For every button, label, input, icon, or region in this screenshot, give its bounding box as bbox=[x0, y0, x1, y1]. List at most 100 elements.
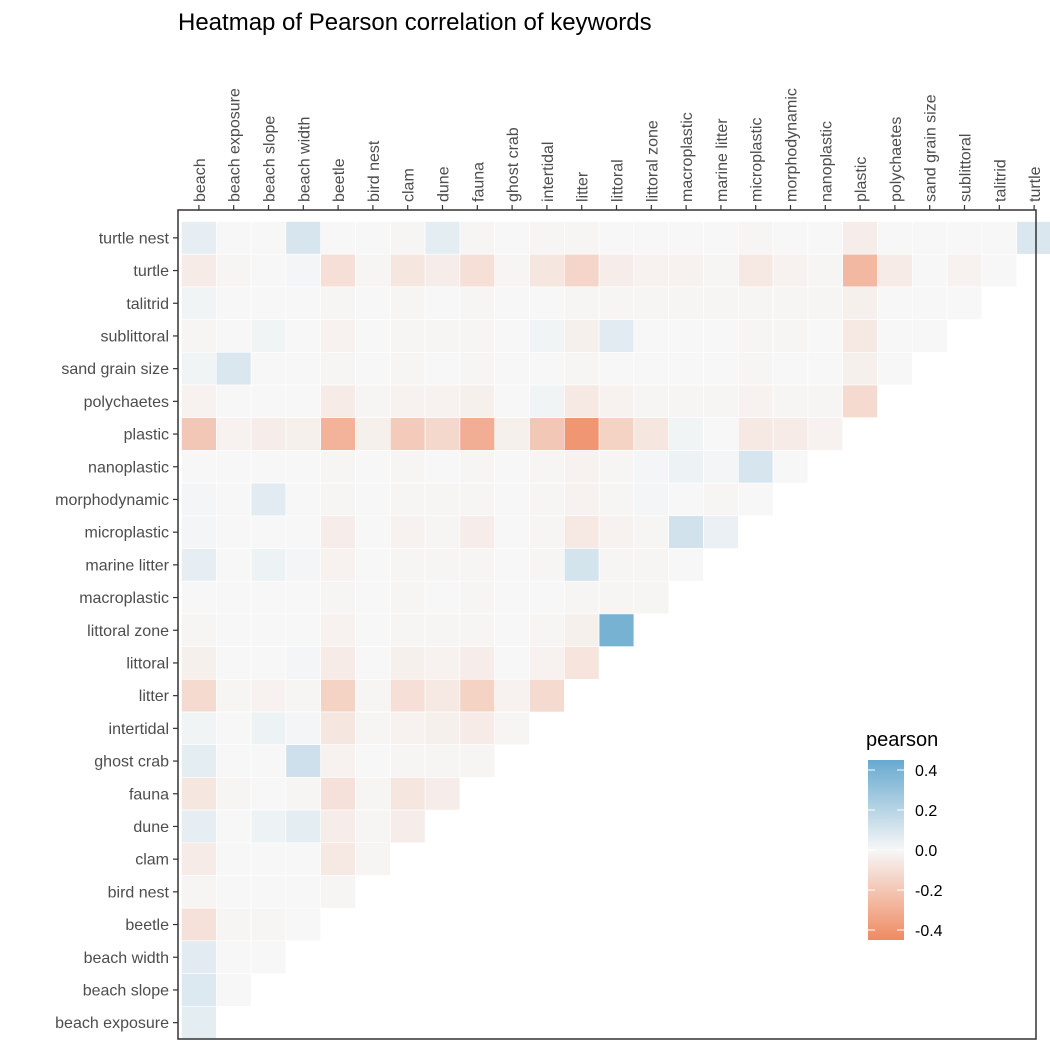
heatmap-cell bbox=[703, 253, 739, 288]
heatmap-cell bbox=[459, 450, 495, 484]
heatmap-cell bbox=[494, 286, 530, 320]
heatmap-cell bbox=[250, 907, 287, 942]
heatmap-cell bbox=[320, 351, 356, 386]
x-tick-label: fauna bbox=[470, 162, 487, 202]
heatmap-cell bbox=[842, 221, 878, 255]
heatmap-cell bbox=[216, 711, 252, 746]
heatmap-cell bbox=[389, 286, 426, 320]
heatmap-cell bbox=[842, 384, 878, 419]
heatmap-cell bbox=[216, 548, 252, 582]
heatmap-cell bbox=[320, 417, 356, 451]
heatmap-cell bbox=[285, 482, 321, 517]
heatmap-cell bbox=[807, 384, 844, 419]
legend-tick-label: -0.4 bbox=[915, 923, 943, 940]
x-tick-label: intertidal bbox=[540, 142, 557, 202]
heatmap-cell bbox=[320, 809, 356, 844]
heatmap-cell bbox=[459, 384, 495, 419]
heatmap-cell bbox=[355, 417, 391, 451]
heatmap-cell bbox=[563, 450, 600, 484]
heatmap-cell bbox=[355, 221, 391, 255]
x-tick-label: beach width bbox=[296, 117, 313, 202]
heatmap-cell bbox=[529, 253, 565, 288]
heatmap-cell bbox=[563, 646, 600, 680]
heatmap-cell bbox=[181, 973, 217, 1007]
heatmap-cell bbox=[424, 711, 461, 746]
heatmap-cell bbox=[494, 613, 530, 647]
heatmap-cell bbox=[424, 417, 461, 451]
legend-tick-label: -0.2 bbox=[915, 883, 943, 900]
heatmap-cell bbox=[320, 842, 356, 876]
y-tick-label: litter bbox=[139, 688, 170, 705]
heatmap-cell bbox=[633, 450, 670, 484]
heatmap-cell bbox=[320, 580, 356, 615]
heatmap-cell bbox=[668, 548, 704, 582]
heatmap-cell bbox=[216, 940, 252, 974]
heatmap-cell bbox=[250, 646, 287, 680]
x-tick-label: clam bbox=[401, 168, 418, 202]
heatmap-cell bbox=[320, 613, 356, 647]
heatmap-cell bbox=[737, 450, 774, 484]
heatmap-cell bbox=[355, 450, 391, 484]
heatmap-cell bbox=[598, 450, 635, 484]
heatmap-cell bbox=[181, 319, 217, 353]
heatmap-cell bbox=[424, 450, 461, 484]
heatmap-cell bbox=[181, 515, 217, 549]
heatmap-cell bbox=[389, 319, 426, 353]
heatmap-cell bbox=[250, 351, 287, 386]
heatmap-cell bbox=[772, 351, 809, 386]
heatmap-cell bbox=[181, 809, 217, 844]
heatmap-cell bbox=[877, 221, 913, 255]
heatmap-cell bbox=[529, 351, 565, 386]
heatmap-cell bbox=[285, 907, 321, 942]
y-tick-label: beach exposure bbox=[55, 1015, 169, 1032]
heatmap-cell bbox=[563, 286, 600, 320]
heatmap-cell bbox=[250, 515, 287, 549]
heatmap-cell bbox=[494, 646, 530, 680]
heatmap-cell bbox=[285, 351, 321, 386]
heatmap-cell bbox=[285, 580, 321, 615]
y-tick-label: beetle bbox=[125, 917, 169, 934]
heatmap-cell bbox=[494, 548, 530, 582]
heatmap-cell bbox=[181, 678, 217, 713]
heatmap-cell bbox=[216, 875, 252, 909]
heatmap-cell bbox=[250, 548, 287, 582]
heatmap-cell bbox=[250, 777, 287, 811]
heatmap-cell bbox=[598, 319, 635, 353]
heatmap-cell bbox=[981, 253, 1018, 288]
heatmap-cell bbox=[494, 678, 530, 713]
heatmap-cell bbox=[389, 580, 426, 615]
heatmap-cell bbox=[355, 351, 391, 386]
heatmap-cell bbox=[772, 221, 809, 255]
heatmap-cell bbox=[285, 711, 321, 746]
heatmap-cell bbox=[772, 319, 809, 353]
y-tick-label: microplastic bbox=[85, 525, 169, 542]
heatmap-cell bbox=[355, 744, 391, 778]
heatmap-cell bbox=[529, 580, 565, 615]
heatmap-cell bbox=[250, 744, 287, 778]
heatmap-cell bbox=[494, 711, 530, 746]
heatmap-cell bbox=[633, 384, 670, 419]
heatmap-cell bbox=[216, 286, 252, 320]
heatmap-cell bbox=[389, 384, 426, 419]
heatmap-cell bbox=[633, 351, 670, 386]
heatmap-cell bbox=[181, 875, 217, 909]
heatmap-cell bbox=[320, 482, 356, 517]
x-tick-label: beetle bbox=[331, 158, 348, 202]
heatmap-cell bbox=[181, 221, 217, 255]
heatmap-cell bbox=[668, 515, 704, 549]
heatmap-cell bbox=[181, 744, 217, 778]
heatmap-cell bbox=[459, 351, 495, 386]
heatmap-cell bbox=[181, 940, 217, 974]
heatmap-cell bbox=[216, 450, 252, 484]
chart-title: Heatmap of Pearson correlation of keywor… bbox=[178, 9, 652, 36]
heatmap-cell bbox=[320, 548, 356, 582]
heatmap-cell bbox=[250, 875, 287, 909]
heatmap-cell bbox=[633, 548, 670, 582]
heatmap-cell bbox=[703, 221, 739, 255]
legend-tick-label: 0.4 bbox=[915, 763, 937, 780]
heatmap-cell bbox=[424, 613, 461, 647]
heatmap-cell bbox=[424, 221, 461, 255]
heatmap-cell bbox=[459, 286, 495, 320]
y-tick-label: turtle bbox=[133, 263, 169, 280]
heatmap-cell bbox=[389, 351, 426, 386]
